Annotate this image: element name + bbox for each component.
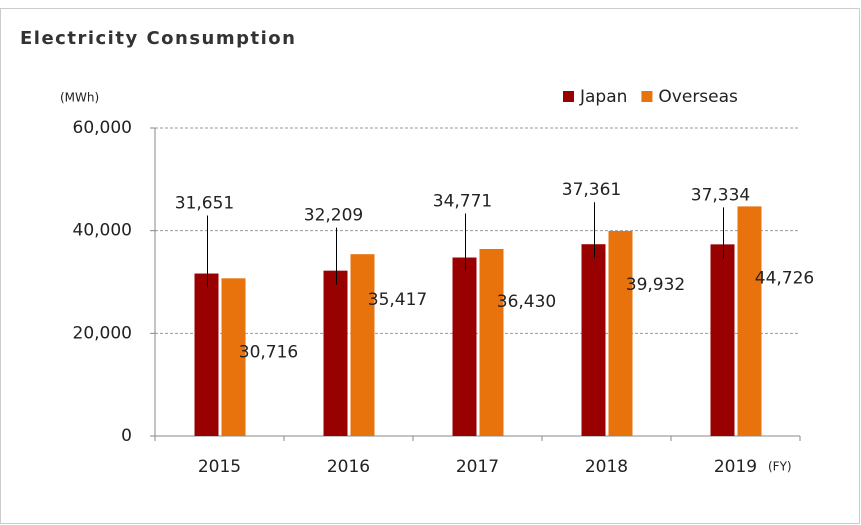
x-tick-label: 2018 (585, 457, 628, 477)
bar (581, 244, 606, 436)
data-label: 32,209 (304, 206, 363, 226)
x-tick-label: 2016 (327, 457, 370, 477)
bar (350, 254, 375, 436)
data-label: 39,932 (626, 275, 685, 295)
bar (479, 248, 504, 436)
data-label: 37,334 (691, 185, 750, 205)
y-tick-label: 40,000 (73, 221, 132, 241)
y-tick-label: 20,000 (73, 323, 132, 343)
legend-swatch (563, 91, 574, 102)
y-tick-label: 60,000 (73, 118, 132, 138)
bar (710, 244, 735, 436)
chart-title: Electricity Consumption (20, 28, 296, 49)
bar (452, 257, 477, 436)
data-label: 44,726 (755, 268, 814, 288)
bar (608, 231, 633, 436)
bar (737, 206, 762, 436)
x-tick-label: 2019 (714, 457, 757, 477)
data-label: 37,361 (562, 180, 621, 200)
bar (221, 278, 246, 436)
data-label: 34,771 (433, 192, 492, 212)
x-unit: (FY) (768, 460, 792, 474)
legend-label: Japan (579, 87, 627, 107)
bar (194, 273, 219, 436)
x-tick-label: 2017 (456, 457, 499, 477)
data-label: 31,651 (175, 194, 234, 214)
data-label: 35,417 (368, 290, 427, 310)
data-label: 36,430 (497, 292, 556, 312)
y-unit: (MWh) (60, 91, 99, 105)
data-label: 30,716 (239, 342, 298, 362)
frame (0, 8, 860, 524)
x-tick-label: 2015 (198, 457, 241, 477)
bar (323, 270, 348, 436)
legend-label: Overseas (658, 87, 738, 107)
y-tick-label: 0 (121, 426, 132, 446)
legend-swatch (641, 91, 653, 102)
